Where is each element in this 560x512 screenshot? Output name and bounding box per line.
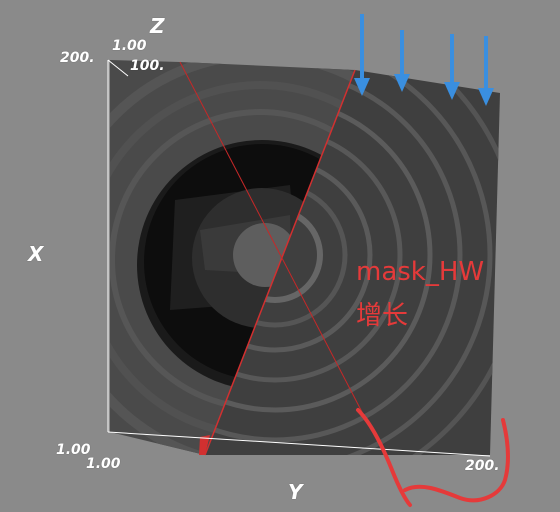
tick-bottom-y-end: 200.	[465, 458, 500, 474]
annotation-line2: 增长	[356, 301, 409, 331]
tick-bottom-y-start: 1.00	[86, 456, 121, 472]
tick-bottom-x: 1.00	[56, 442, 91, 458]
arrow-down-icon	[394, 30, 410, 92]
hand-drawn-mark	[356, 408, 510, 507]
annotation-line1: mask_HW	[356, 257, 485, 287]
cut-plane-edge	[204, 69, 356, 456]
z-axis-line	[107, 59, 129, 77]
arrow-group	[354, 14, 494, 106]
arrow-down-icon	[444, 34, 460, 100]
tick-top-y: 1.00	[112, 38, 147, 54]
arrow-down-icon	[354, 14, 370, 96]
z-axis-label: Z	[150, 14, 165, 38]
x-axis-label: X	[28, 242, 44, 266]
cut-diagonal	[179, 61, 363, 413]
y-axis-label: Y	[288, 480, 303, 504]
y-axis-line	[107, 431, 491, 457]
tick-top-z: 100.	[130, 58, 165, 74]
arrow-down-icon	[478, 36, 494, 106]
tick-top-x: 200.	[60, 50, 95, 66]
